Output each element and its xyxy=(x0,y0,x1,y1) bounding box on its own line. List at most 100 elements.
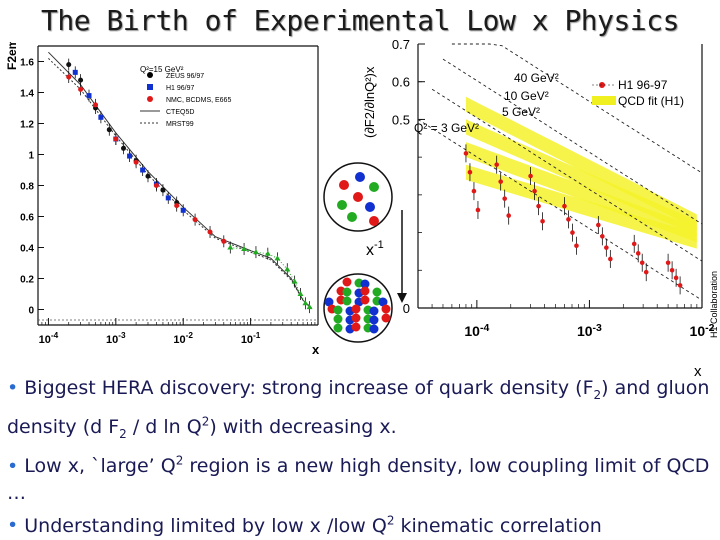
parton-dot xyxy=(369,315,379,325)
slope-point-h1 xyxy=(600,234,605,239)
slope-point-h1 xyxy=(604,245,609,250)
qcd-band-segment xyxy=(466,164,697,249)
f2-point-fixed-target xyxy=(153,183,159,188)
f2-point-zeus xyxy=(160,187,166,193)
f2-y-tick-label: 0 xyxy=(28,306,34,317)
f2-y-tick-label: 1.2 xyxy=(20,120,34,131)
slide-title: The Birth of Experimental Low x Physics xyxy=(41,4,679,37)
slope-y-axis-label: (∂F2/∂lnQ²)x xyxy=(362,66,377,138)
f2-curve-cteq5d xyxy=(48,51,312,309)
f2-point-fixed-target xyxy=(192,217,198,223)
f2-point-h1 xyxy=(72,69,78,75)
f2-point-h1 xyxy=(98,114,104,120)
slope-y-tick-label: 0.6 xyxy=(392,75,410,90)
slope-legend-marker-qcd xyxy=(592,96,616,105)
f2-y-tick-label: 0.2 xyxy=(20,275,34,286)
f2-point-zeus xyxy=(66,62,72,68)
f2-point-high-x xyxy=(227,244,234,250)
qcd-fit-band xyxy=(466,96,697,249)
f2-point-high-x xyxy=(284,266,291,272)
slope-legend-label: H1 96-97 xyxy=(618,78,668,92)
slope-point-h1 xyxy=(639,260,645,266)
slope-point-h1 xyxy=(506,213,511,218)
f2-point-h1 xyxy=(180,207,186,213)
slope-plot: (∂F2/∂lnQ²)x x H1 Collaboration 0.7 0.6 0.… xyxy=(362,38,719,380)
slope-point-h1 xyxy=(536,203,541,209)
f2-x-tick-label: 10-2 xyxy=(173,331,193,346)
slope-point-h1 xyxy=(608,256,613,262)
f2-x-tick-label: 10-1 xyxy=(241,331,261,346)
legend-marker-fixed-target xyxy=(147,96,153,102)
f2-point-zeus xyxy=(145,173,151,179)
slope-y-tick-label: 0 xyxy=(403,301,410,316)
f2-y-tick-label: 1 xyxy=(28,151,34,162)
slope-point-h1 xyxy=(631,241,637,247)
slope-point-h1 xyxy=(540,218,545,224)
f2-point-high-x xyxy=(241,246,248,252)
f2-x-tick-label: 10-3 xyxy=(106,331,126,346)
parton-dot xyxy=(369,306,379,316)
parton-dot xyxy=(369,216,379,226)
slope-x-tick-label: 10-4 xyxy=(464,322,489,339)
f2-y-tick-label: 0.4 xyxy=(20,244,34,255)
parton-dot xyxy=(339,180,349,190)
parton-dot xyxy=(333,323,343,333)
f2-point-h1 xyxy=(165,195,171,201)
parton-dot xyxy=(337,200,347,210)
f2-x-axis-label: x xyxy=(312,342,320,357)
parton-dot xyxy=(351,322,361,332)
slope-point-h1 xyxy=(596,222,601,228)
legend-marker-h1 xyxy=(147,84,153,90)
f2-point-fixed-target xyxy=(221,238,227,244)
slope-x-axis-label: x xyxy=(694,363,702,380)
slope-point-h1 xyxy=(471,188,477,194)
parton-dot xyxy=(360,286,370,296)
sparse-partons xyxy=(337,172,379,226)
f2-q2-label: Q²=15 GeV² xyxy=(140,65,184,74)
f2-point-high-x xyxy=(291,278,298,284)
parton-dot xyxy=(333,314,343,324)
slope-point-h1 xyxy=(574,243,579,249)
bullet-3-text: Understanding limited by low x /low Q2 k… xyxy=(24,513,602,537)
q2-curve-label: Q² = 3 GeV² xyxy=(414,121,479,135)
f2-point-h1 xyxy=(127,153,133,159)
slope-plot-axes xyxy=(417,44,703,309)
slope-point-h1 xyxy=(570,230,575,235)
parton-dot xyxy=(342,277,352,287)
q2-curves xyxy=(417,43,703,301)
parton-dot xyxy=(342,296,352,306)
parton-dot xyxy=(372,287,382,297)
f2-legend-label: ZEUS 96/97 xyxy=(166,73,204,80)
slope-y-tick-label: 0.7 xyxy=(392,38,410,52)
slope-point-h1 xyxy=(475,207,481,213)
slope-point-h1 xyxy=(566,217,571,222)
parton-dot xyxy=(351,313,361,323)
f2-point-zeus xyxy=(121,145,127,151)
legend-marker-zeus xyxy=(147,72,153,78)
f2-y-tick-label: 1.6 xyxy=(20,58,34,69)
f2-point-fixed-target xyxy=(93,102,99,108)
slope-point-h1 xyxy=(463,151,469,156)
q2-curve-label: 5 GeV² xyxy=(502,105,540,119)
parton-dot xyxy=(324,297,334,307)
f2-plot-curves xyxy=(48,51,312,309)
slope-point-h1 xyxy=(677,283,683,288)
f2-legend-label: H1 96/97 xyxy=(166,85,195,92)
slope-x-tick-label: 10-3 xyxy=(577,322,602,339)
f2-plot: F2em x Q²=15 GeV² 0 0.2 0.4 0.6 0.8 1 1.2 1.4 1.… xyxy=(5,42,320,357)
f2-point-fixed-target xyxy=(66,74,72,80)
f2-point-fixed-target xyxy=(78,86,84,92)
bullet-2-text: Low x, `large’ Q2 region is a new high d… xyxy=(7,453,710,505)
slope-point-h1 xyxy=(467,169,473,175)
parton-dot xyxy=(353,192,363,202)
slope-point-h1 xyxy=(643,269,649,275)
q2-curve xyxy=(431,88,703,262)
q2-curve-labels: 40 GeV² 10 GeV² 5 GeV² Q² = 3 GeV² xyxy=(414,71,559,135)
parton-dot xyxy=(381,304,391,314)
parton-dot xyxy=(333,305,343,315)
f2-y-tick-label: 0.6 xyxy=(20,213,34,224)
parton-dot xyxy=(355,172,365,182)
f2-point-h1 xyxy=(86,93,92,99)
f2-x-tick-label: 10-4 xyxy=(39,331,59,346)
parton-dot xyxy=(351,304,361,314)
